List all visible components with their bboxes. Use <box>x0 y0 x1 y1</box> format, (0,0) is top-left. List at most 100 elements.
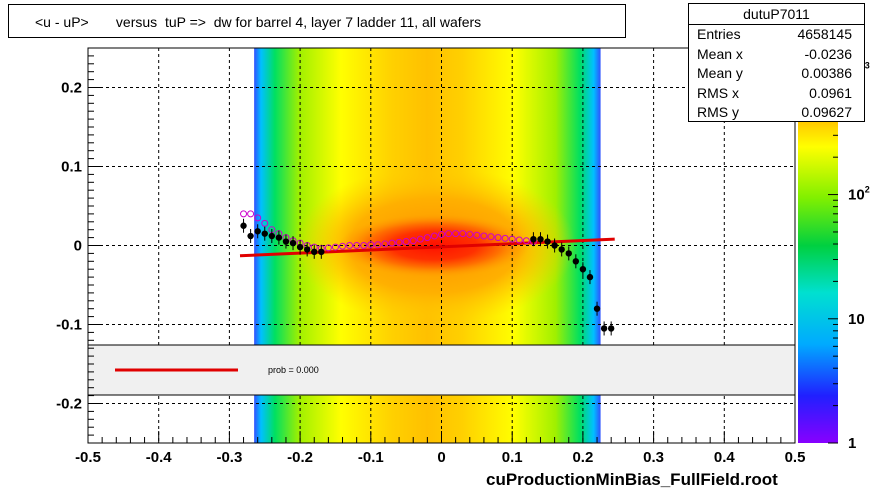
profile-open-point <box>473 231 481 239</box>
z-tick-exponent: 3 <box>865 60 870 70</box>
profile-open-point <box>353 242 361 249</box>
profile-marks <box>239 210 615 336</box>
stats-row: RMS x 0.0961 <box>689 84 864 104</box>
profile-open-point <box>402 238 410 246</box>
z-tick-label: 1 <box>848 435 856 452</box>
y-tick-label: 0.2 <box>61 80 82 97</box>
profile-open-point <box>522 237 530 245</box>
profile-open-point <box>487 233 495 241</box>
x-tick-label: 0.5 <box>785 449 806 466</box>
stats-key: Entries <box>697 26 741 42</box>
profile-filled-point <box>544 238 551 245</box>
profile-open-point <box>339 242 347 250</box>
x-tick-label: -0.3 <box>216 449 242 466</box>
z-tick-label: 10 <box>848 311 865 328</box>
profile-open-point <box>515 236 523 244</box>
profile-open-point <box>459 230 467 238</box>
stats-value: 4658145 <box>797 26 852 42</box>
profile-open-point <box>388 239 396 247</box>
stats-box: dutuP7011 Entries 4658145 Mean x -0.0236 M… <box>688 3 865 122</box>
x-tick-label: -0.4 <box>146 449 173 466</box>
profile-open-point <box>331 243 339 251</box>
profile-open-point <box>409 237 417 245</box>
profile-open-point <box>508 235 516 243</box>
profile-filled-point <box>261 230 268 237</box>
profile-filled-point <box>247 232 254 240</box>
x-tick-label: -0.1 <box>358 449 384 466</box>
profile-open-point <box>374 241 382 249</box>
profile-open-point <box>360 242 368 249</box>
stats-value: 0.00386 <box>801 65 852 81</box>
profile-open-point <box>445 230 453 238</box>
x-tick-label: 0.4 <box>714 449 736 466</box>
stats-value: 0.09627 <box>801 104 852 120</box>
profile-open-point <box>346 242 354 249</box>
profile-open-point <box>324 244 332 252</box>
stats-row: Entries 4658145 <box>689 25 864 45</box>
profile-filled-point <box>318 248 325 256</box>
stats-key: RMS x <box>697 84 739 101</box>
profile-filled-point <box>572 258 580 265</box>
z-tick-label: 102 <box>848 185 870 204</box>
y-tick-label: -0.2 <box>56 396 82 413</box>
profile-open-point <box>381 240 389 248</box>
y-tick-label: 0.1 <box>61 159 82 176</box>
profile-filled-point <box>607 325 615 332</box>
z-tick-exponent: 2 <box>865 185 870 195</box>
profile-open-point <box>416 235 424 243</box>
profile-filled-point <box>579 266 587 273</box>
heatmap-core <box>338 213 530 278</box>
stats-value: 0.0961 <box>809 84 852 101</box>
profile-open-point <box>494 234 502 242</box>
profile-filled-point <box>537 235 544 243</box>
x-tick-label: -0.5 <box>75 449 101 466</box>
profile-open-point <box>501 234 509 242</box>
profile-open-point <box>452 230 460 238</box>
stats-key: Mean x <box>697 45 743 62</box>
profile-filled-point <box>551 242 558 249</box>
profile-filled-point <box>600 325 608 332</box>
profile-open-point <box>480 232 488 240</box>
y-tick-label: -0.1 <box>56 317 82 334</box>
profile-filled-point <box>530 235 537 243</box>
stats-value: -0.0236 <box>804 45 852 62</box>
title-box: <u - uP> versus tuP => dw for barrel 4, … <box>8 4 626 38</box>
profile-filled-point <box>282 238 290 245</box>
stats-row: RMS y 0.09627 <box>689 103 864 123</box>
profile-open-point <box>423 234 431 242</box>
profile-open-point <box>367 241 375 249</box>
profile-open-point <box>395 238 403 246</box>
profile-filled-point <box>593 305 601 312</box>
legend-text: prob = 0.000 <box>268 365 319 375</box>
footer-filename: cuProductionMinBias_FullField.root <box>486 470 778 489</box>
x-tick-label: 0.3 <box>643 449 664 466</box>
profile-filled-point <box>275 234 283 241</box>
stats-row: Mean x -0.0236 <box>689 45 864 65</box>
profile-filled-point <box>303 246 311 253</box>
profile-open-point <box>466 230 474 238</box>
x-tick-label: 0.1 <box>502 449 523 466</box>
profile-filled-point <box>289 239 297 247</box>
profile-filled-point <box>586 273 594 281</box>
profile-filled-point <box>268 232 276 240</box>
profile-filled-point <box>296 243 304 251</box>
profile-filled-point <box>240 222 247 229</box>
profile-open-point <box>261 219 269 227</box>
x-tick-label: 0.2 <box>572 449 593 466</box>
x-tick-label: 0 <box>437 449 445 466</box>
profile-filled-point <box>558 246 565 253</box>
grid <box>88 48 795 443</box>
fit-line <box>239 237 615 258</box>
chart-title: <u - uP> versus tuP => dw for barrel 4, … <box>35 14 482 30</box>
stats-row: Mean y 0.00386 <box>689 64 864 84</box>
profile-open-point <box>254 214 262 222</box>
profile-filled-point <box>311 248 318 256</box>
profile-open-point <box>240 210 248 218</box>
profile-filled-point <box>254 228 261 235</box>
profile-open-point <box>247 210 255 218</box>
profile-open-point <box>438 230 445 238</box>
stats-key: Mean y <box>697 65 743 81</box>
stats-name: dutuP7011 <box>689 4 864 25</box>
profile-filled-point <box>565 250 572 257</box>
